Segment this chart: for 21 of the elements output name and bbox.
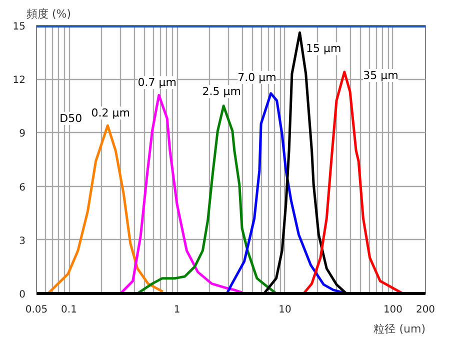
y-tick-label: 0 xyxy=(19,290,26,300)
y-tick-label: 6 xyxy=(19,182,26,194)
annotation: 2.5 μm xyxy=(202,85,242,98)
y-tick-label: 9 xyxy=(19,128,26,140)
y-tick-label: 3 xyxy=(19,236,26,247)
annotation: 15 μm xyxy=(306,42,342,56)
x-tick-label: 0.05 xyxy=(25,304,48,316)
y-axis-title: 頻度 (%) xyxy=(26,8,72,20)
x-tick-label: 0.1 xyxy=(61,304,77,316)
y-tick-label: 15 xyxy=(12,22,26,32)
x-tick-label: 10 xyxy=(278,304,292,316)
annotation: 0.2 μm xyxy=(91,106,130,120)
x-tick-label: 200 xyxy=(416,304,436,316)
annotation: 35 μm xyxy=(363,69,398,82)
x-tick-label: 100 xyxy=(383,304,403,316)
annotation: 7.0 μm xyxy=(238,70,276,84)
y-tick-label: 12 xyxy=(12,75,26,86)
x-axis-title: 粒径 (um) xyxy=(374,322,426,336)
annotation: 0.7 μm xyxy=(138,76,177,90)
x-tick-label: 1 xyxy=(174,304,180,316)
annotation: D50 xyxy=(60,112,82,125)
